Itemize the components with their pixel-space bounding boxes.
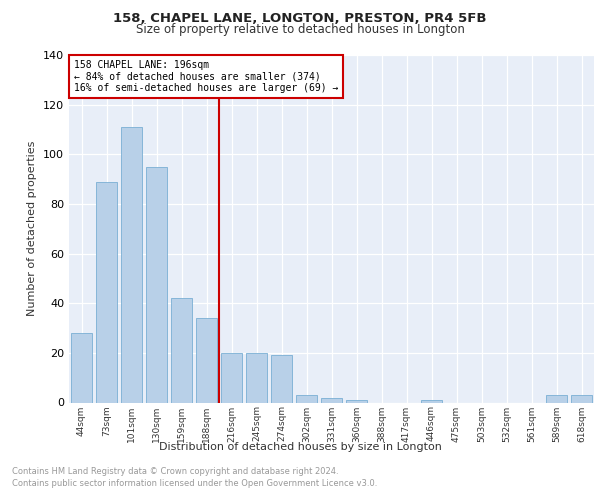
Bar xyxy=(321,398,342,402)
Bar xyxy=(221,353,242,403)
Bar xyxy=(196,318,217,402)
Bar xyxy=(421,400,442,402)
Bar xyxy=(146,166,167,402)
Text: Contains HM Land Registry data © Crown copyright and database right 2024.: Contains HM Land Registry data © Crown c… xyxy=(12,468,338,476)
Bar xyxy=(546,395,567,402)
Bar xyxy=(121,127,142,402)
Text: Size of property relative to detached houses in Longton: Size of property relative to detached ho… xyxy=(136,22,464,36)
Text: 158, CHAPEL LANE, LONGTON, PRESTON, PR4 5FB: 158, CHAPEL LANE, LONGTON, PRESTON, PR4 … xyxy=(113,12,487,26)
Text: Contains public sector information licensed under the Open Government Licence v3: Contains public sector information licen… xyxy=(12,479,377,488)
Text: 158 CHAPEL LANE: 196sqm
← 84% of detached houses are smaller (374)
16% of semi-d: 158 CHAPEL LANE: 196sqm ← 84% of detache… xyxy=(74,60,338,94)
Bar xyxy=(71,333,92,402)
Bar xyxy=(96,182,117,402)
Bar xyxy=(271,356,292,403)
Bar xyxy=(571,395,592,402)
Y-axis label: Number of detached properties: Number of detached properties xyxy=(28,141,37,316)
Bar xyxy=(296,395,317,402)
Bar xyxy=(346,400,367,402)
Bar xyxy=(246,353,267,403)
Text: Distribution of detached houses by size in Longton: Distribution of detached houses by size … xyxy=(158,442,442,452)
Bar xyxy=(171,298,192,403)
